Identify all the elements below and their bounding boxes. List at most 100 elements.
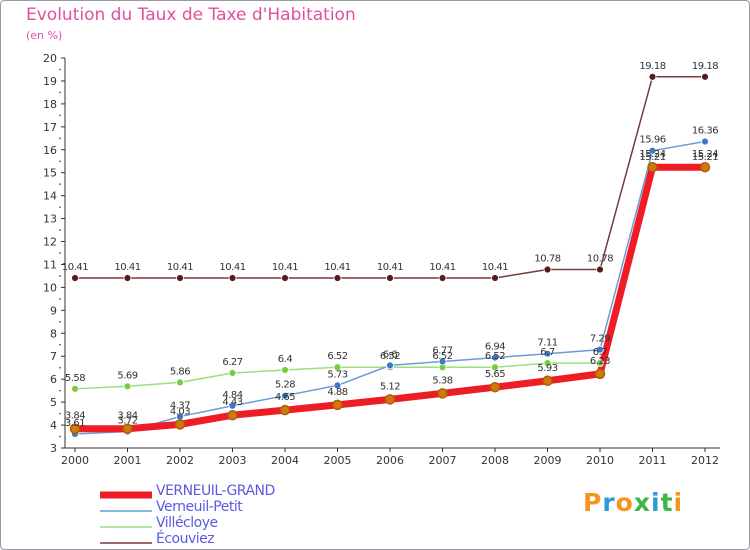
logo-letter: t [660,488,674,517]
y-tick-label: 4 [50,419,57,432]
data-point [227,409,238,421]
y-tick-label: 5 [50,396,57,409]
data-point [491,274,499,282]
logo-letter: i [673,488,684,517]
data-label: 10.41 [114,262,140,273]
data-point [332,399,343,411]
data-label: 5.65 [485,369,505,380]
data-label: 10.41 [377,262,403,273]
data-label: 15.21 [692,152,718,163]
y-tick-label: 12 [43,236,57,249]
data-point [176,274,184,282]
data-point [386,361,394,370]
y-tick-label: 15 [43,167,57,180]
data-point [281,366,289,374]
data-point [648,146,657,155]
data-label: 10.41 [324,262,350,273]
y-tick-label: 13 [43,213,57,226]
y-minor-dot [59,160,61,163]
logo-letter: r [602,488,616,517]
data-point [438,274,447,282]
x-tick-label: 2007 [429,454,457,467]
data-label: 4.84 [222,390,242,401]
data-label: 10.41 [482,262,508,273]
data-label: 15.96 [639,135,665,146]
y-minor-dot [59,412,61,415]
legend-swatch [100,542,152,544]
data-point [71,384,79,393]
data-point [281,274,289,282]
logo-letter: x [633,488,651,517]
data-label: 5.86 [170,366,190,377]
data-label: 4.37 [170,401,190,412]
data-label: 10.41 [429,262,455,273]
data-point [594,368,606,380]
y-minor-dot [59,183,61,186]
x-tick-label: 2006 [376,454,404,467]
data-label: 3.84 [117,411,137,422]
data-label: 3.61 [65,418,85,429]
data-label: 15.24 [639,149,665,160]
y-tick-label: 11 [43,258,57,271]
data-label: 7.11 [537,338,557,349]
data-label: 5.58 [65,373,85,384]
data-label: 5.93 [537,363,557,374]
y-minor-dot [59,252,61,254]
data-point [437,388,448,399]
y-tick-label: 19 [43,75,57,88]
data-label: 6.7 [540,347,555,358]
logo-letter: P [583,488,603,517]
data-label: 10.41 [167,262,193,273]
y-tick-label: 6 [50,373,57,386]
data-point [333,363,342,372]
y-minor-dot [59,68,61,71]
data-point [489,381,501,393]
legend-label: Villécloye [156,515,218,531]
data-point [71,274,79,282]
data-point [543,265,552,274]
data-point [281,391,289,400]
data-point [438,357,447,366]
data-label: 6.7 [593,347,608,358]
data-label: 4.65 [275,392,295,403]
data-point [122,423,133,434]
data-point [648,72,657,81]
data-point [543,349,552,358]
data-point [491,363,499,372]
data-point [386,274,394,282]
data-point [333,381,342,390]
data-label: 4.03 [170,406,190,417]
data-point [174,419,186,430]
y-minor-dot [59,297,61,300]
legend-swatch [100,491,152,499]
y-minor-dot [59,206,61,209]
y-tick-label: 9 [50,304,57,317]
data-point [699,161,711,173]
y-tick-label: 17 [43,121,57,134]
logo-letter: o [615,488,634,517]
data-label: 6.52 [485,351,505,362]
x-tick-label: 2004 [271,454,299,467]
y-tick-label: 10 [43,281,57,294]
data-point [701,137,709,146]
data-label: 3.72 [117,415,137,426]
data-label: 4.88 [327,387,347,398]
data-point [123,382,132,391]
y-minor-dot [59,275,61,277]
y-tick-label: 8 [50,327,57,340]
series-line [75,76,705,279]
data-point [596,359,604,368]
data-label: 6.23 [590,356,610,367]
x-tick-label: 2003 [219,454,247,467]
data-label: 4.43 [222,397,242,408]
y-tick-label: 3 [50,442,57,455]
legend-swatch [100,526,152,528]
legend-label: Écouviez [156,531,215,547]
data-label: 5.12 [380,381,400,392]
x-tick-label: 2011 [639,454,667,467]
data-label: 3.84 [65,411,85,422]
x-tick-label: 2009 [534,454,562,467]
data-label: 15.21 [639,152,665,163]
data-point [228,369,237,377]
data-point [69,423,81,434]
